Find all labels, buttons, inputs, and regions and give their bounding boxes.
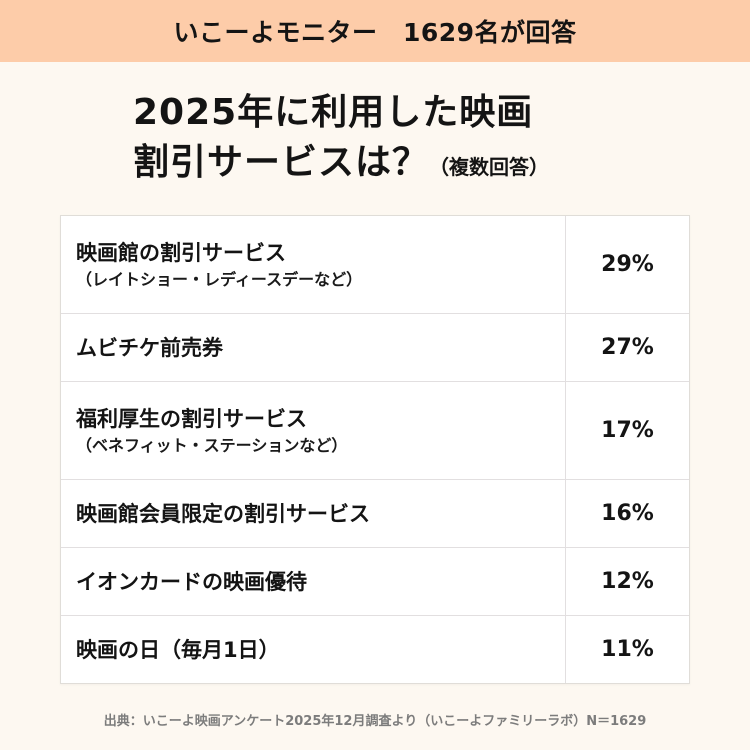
row-label-cell: 福利厚生の割引サービス （ベネフィット・ステーションなど） [61, 382, 566, 479]
row-value: 12% [601, 569, 654, 594]
table-row: 福利厚生の割引サービス （ベネフィット・ステーションなど） 17% [61, 381, 689, 479]
table-row: 映画館会員限定の割引サービス 16% [61, 479, 689, 547]
row-label: イオンカードの映画優待 [76, 569, 307, 594]
results-table: 映画館の割引サービス （レイトショー・レディースデーなど） 29% ムビチケ前売… [60, 215, 690, 684]
table-row: 映画館の割引サービス （レイトショー・レディースデーなど） 29% [61, 216, 689, 313]
header-banner: いこーよモニター 1629名が回答 [0, 0, 750, 62]
row-label-cell: 映画の日（毎月1日） [61, 616, 566, 683]
row-value: 16% [601, 501, 654, 526]
row-label-cell: イオンカードの映画優待 [61, 548, 566, 615]
row-label: 映画の日（毎月1日） [76, 637, 280, 662]
row-value: 17% [601, 418, 654, 443]
row-label: 映画館会員限定の割引サービス [76, 501, 370, 526]
table-row: ムビチケ前売券 27% [61, 313, 689, 381]
table-row: イオンカードの映画優待 12% [61, 547, 689, 615]
banner-text: いこーよモニター 1629名が回答 [173, 18, 577, 47]
title-line-1: 2025年に利用した映画 [133, 92, 534, 133]
row-label-cell: ムビチケ前売券 [61, 314, 566, 381]
row-label-cell: 映画館会員限定の割引サービス [61, 480, 566, 547]
source-footnote: 出典：いこーよ映画アンケート2025年12月調査より（いこーよファミリーラボ）N… [103, 714, 647, 729]
row-label: ムビチケ前売券 [76, 335, 223, 360]
row-label: 福利厚生の割引サービス [76, 406, 307, 431]
row-sublabel: （レイトショー・レディースデーなど） [76, 269, 363, 289]
row-value: 11% [601, 637, 654, 662]
page-title: 2025年に利用した映画 割引サービスは？（複数回答） [133, 88, 549, 192]
table-row: 映画の日（毎月1日） 11% [61, 615, 689, 683]
title-line-2: 割引サービスは？（複数回答） [133, 142, 550, 183]
row-label: 映画館の割引サービス [76, 240, 286, 265]
title-subtitle: （複数回答） [429, 155, 550, 179]
row-value: 29% [601, 252, 654, 277]
row-value: 27% [601, 335, 654, 360]
row-sublabel: （ベネフィット・ステーションなど） [76, 435, 348, 455]
row-label-cell: 映画館の割引サービス （レイトショー・レディースデーなど） [61, 216, 566, 313]
